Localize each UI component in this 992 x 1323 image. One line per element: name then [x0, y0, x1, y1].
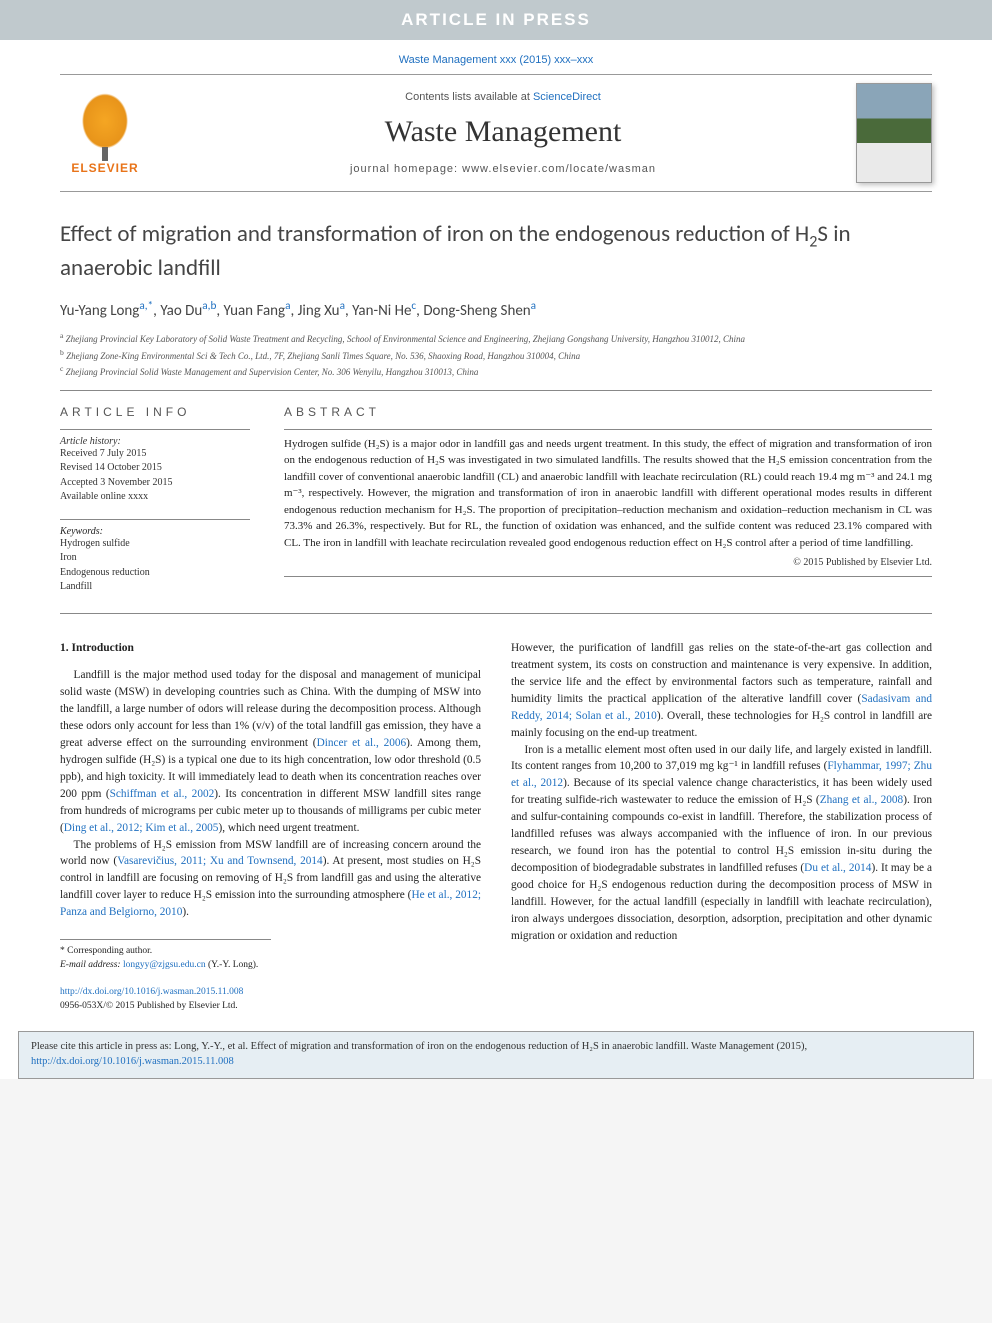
- keyword: Landfill: [60, 580, 250, 595]
- body-col-left: 1. Introduction Landfill is the major me…: [60, 640, 481, 1013]
- journal-header: ELSEVIER Contents lists available at Sci…: [60, 74, 932, 192]
- paragraph: Landfill is the major method used today …: [60, 667, 481, 836]
- author-aff: a,*: [139, 299, 153, 313]
- corresponding-author: * Corresponding author. E-mail address: …: [60, 939, 271, 973]
- author: Dong-Sheng Shena: [423, 302, 536, 320]
- keyword: Iron: [60, 551, 250, 566]
- divider: [60, 429, 250, 430]
- author: Yuan Fanga: [224, 302, 291, 320]
- history-item: Available online xxxx: [60, 490, 250, 505]
- citation-link[interactable]: Vasarevičius, 2011; Xu and Townsend, 201…: [117, 855, 323, 867]
- author: Yu-Yang Longa,*: [60, 302, 153, 320]
- history-item: Revised 14 October 2015: [60, 461, 250, 476]
- affiliation: c Zhejiang Provincial Solid Waste Manage…: [60, 363, 932, 380]
- author-name: Yuan Fang: [224, 302, 286, 320]
- text-run: ).: [182, 906, 189, 918]
- doi-link[interactable]: http://dx.doi.org/10.1016/j.wasman.2015.…: [60, 985, 481, 999]
- footer-cite-text: Please cite this article in press as: Lo…: [31, 1041, 807, 1052]
- keyword: Endogenous reduction: [60, 566, 250, 581]
- author-aff: a: [340, 299, 345, 313]
- citation-link[interactable]: Ding et al., 2012; Kim et al., 2005: [64, 822, 219, 834]
- footer-cite-box: Please cite this article in press as: Lo…: [18, 1031, 974, 1078]
- author: Yao Dua,b: [160, 302, 216, 320]
- publisher-name: ELSEVIER: [71, 161, 138, 175]
- elsevier-tree-icon: [80, 91, 130, 151]
- in-press-banner: ARTICLE IN PRESS: [0, 0, 992, 40]
- footer-doi-link[interactable]: http://dx.doi.org/10.1016/j.wasman.2015.…: [31, 1056, 234, 1067]
- article-body: Effect of migration and transformation o…: [60, 220, 932, 1013]
- aff-sup: a: [60, 331, 63, 340]
- citation-link[interactable]: Du et al., 2014: [804, 862, 871, 874]
- citation-line: Waste Management xxx (2015) xxx–xxx: [0, 40, 992, 74]
- history-label: Article history:: [60, 436, 250, 447]
- author: Jing Xua: [298, 302, 345, 320]
- contents-line: Contents lists available at ScienceDirec…: [150, 91, 856, 103]
- paragraph: The problems of H₂S emission from MSW la…: [60, 837, 481, 922]
- affiliation: b Zhejiang Zone-King Environmental Sci &…: [60, 347, 932, 364]
- keywords-block: Keywords: Hydrogen sulfide Iron Endogeno…: [60, 519, 250, 595]
- homepage-url[interactable]: www.elsevier.com/locate/wasman: [462, 163, 656, 175]
- author-name: Yan-Ni He: [352, 302, 411, 320]
- homepage-line: journal homepage: www.elsevier.com/locat…: [150, 163, 856, 175]
- title-part-1: Effect of migration and transformation o…: [60, 220, 809, 248]
- body-col-right: However, the purification of landfill ga…: [511, 640, 932, 1013]
- author-list: Yu-Yang Longa,*, Yao Dua,b, Yuan Fanga, …: [60, 299, 932, 320]
- info-abstract-row: article info Article history: Received 7…: [60, 405, 932, 595]
- author-aff: a: [285, 299, 290, 313]
- aff-text: Zhejiang Provincial Solid Waste Manageme…: [66, 367, 479, 377]
- author: Yan-Ni Hec: [352, 302, 416, 320]
- paragraph: Iron is a metallic element most often us…: [511, 742, 932, 945]
- article-page: ARTICLE IN PRESS Waste Management xxx (2…: [0, 0, 992, 1079]
- author-aff: a: [531, 299, 536, 313]
- contents-prefix: Contents lists available at: [405, 91, 533, 103]
- keywords-label: Keywords:: [60, 526, 250, 537]
- email-link[interactable]: longyy@zjgsu.edu.cn: [123, 960, 206, 970]
- citation-link[interactable]: Schiffman et al., 2002: [110, 788, 215, 800]
- divider: [284, 429, 932, 430]
- email-who: (Y.-Y. Long).: [206, 960, 259, 970]
- citation-link[interactable]: Dincer et al., 2006: [317, 737, 407, 749]
- paragraph: However, the purification of landfill ga…: [511, 640, 932, 742]
- history-item: Accepted 3 November 2015: [60, 476, 250, 491]
- divider: [60, 390, 932, 391]
- publisher-logo: ELSEVIER: [60, 83, 150, 183]
- journal-name: Waste Management: [150, 115, 856, 149]
- issn-line: 0956-053X/© 2015 Published by Elsevier L…: [60, 999, 481, 1013]
- affiliations: a Zhejiang Provincial Key Laboratory of …: [60, 330, 932, 380]
- author-name: Dong-Sheng Shen: [423, 302, 530, 320]
- history-item: Received 7 July 2015: [60, 447, 250, 462]
- abstract-copyright: © 2015 Published by Elsevier Ltd.: [284, 557, 932, 568]
- author-name: Yu-Yang Long: [60, 302, 139, 320]
- affiliation: a Zhejiang Provincial Key Laboratory of …: [60, 330, 932, 347]
- author-aff: a,b: [202, 299, 216, 313]
- email-label: E-mail address:: [60, 960, 123, 970]
- corr-label: * Corresponding author.: [60, 944, 271, 958]
- aff-text: Zhejiang Provincial Key Laboratory of So…: [66, 334, 745, 344]
- article-info-heading: article info: [60, 405, 250, 419]
- body-columns: 1. Introduction Landfill is the major me…: [60, 640, 932, 1013]
- section-heading: 1. Introduction: [60, 640, 481, 657]
- author-name: Jing Xu: [298, 302, 340, 320]
- abstract-col: abstract Hydrogen sulfide (H₂S) is a maj…: [284, 405, 932, 595]
- aff-sup: c: [60, 364, 63, 373]
- header-center: Contents lists available at ScienceDirec…: [150, 91, 856, 175]
- abstract-text: Hydrogen sulfide (H₂S) is a major odor i…: [284, 436, 932, 552]
- text-run: ), which need urgent treatment.: [218, 822, 359, 834]
- citation-link[interactable]: Zhang et al., 2008: [820, 794, 904, 806]
- article-info-col: article info Article history: Received 7…: [60, 405, 250, 595]
- keyword: Hydrogen sulfide: [60, 537, 250, 552]
- article-title: Effect of migration and transformation o…: [60, 220, 932, 283]
- journal-cover-thumb: [856, 83, 932, 183]
- sciencedirect-link[interactable]: ScienceDirect: [533, 91, 601, 103]
- author-aff: c: [411, 299, 416, 313]
- abstract-heading: abstract: [284, 405, 932, 419]
- aff-sup: b: [60, 348, 64, 357]
- corr-email-line: E-mail address: longyy@zjgsu.edu.cn (Y.-…: [60, 958, 271, 972]
- doi-block: http://dx.doi.org/10.1016/j.wasman.2015.…: [60, 985, 481, 1014]
- aff-text: Zhejiang Zone-King Environmental Sci & T…: [66, 351, 580, 361]
- divider: [284, 576, 932, 577]
- homepage-prefix: journal homepage:: [350, 163, 462, 175]
- divider: [60, 613, 932, 614]
- author-name: Yao Du: [160, 302, 202, 320]
